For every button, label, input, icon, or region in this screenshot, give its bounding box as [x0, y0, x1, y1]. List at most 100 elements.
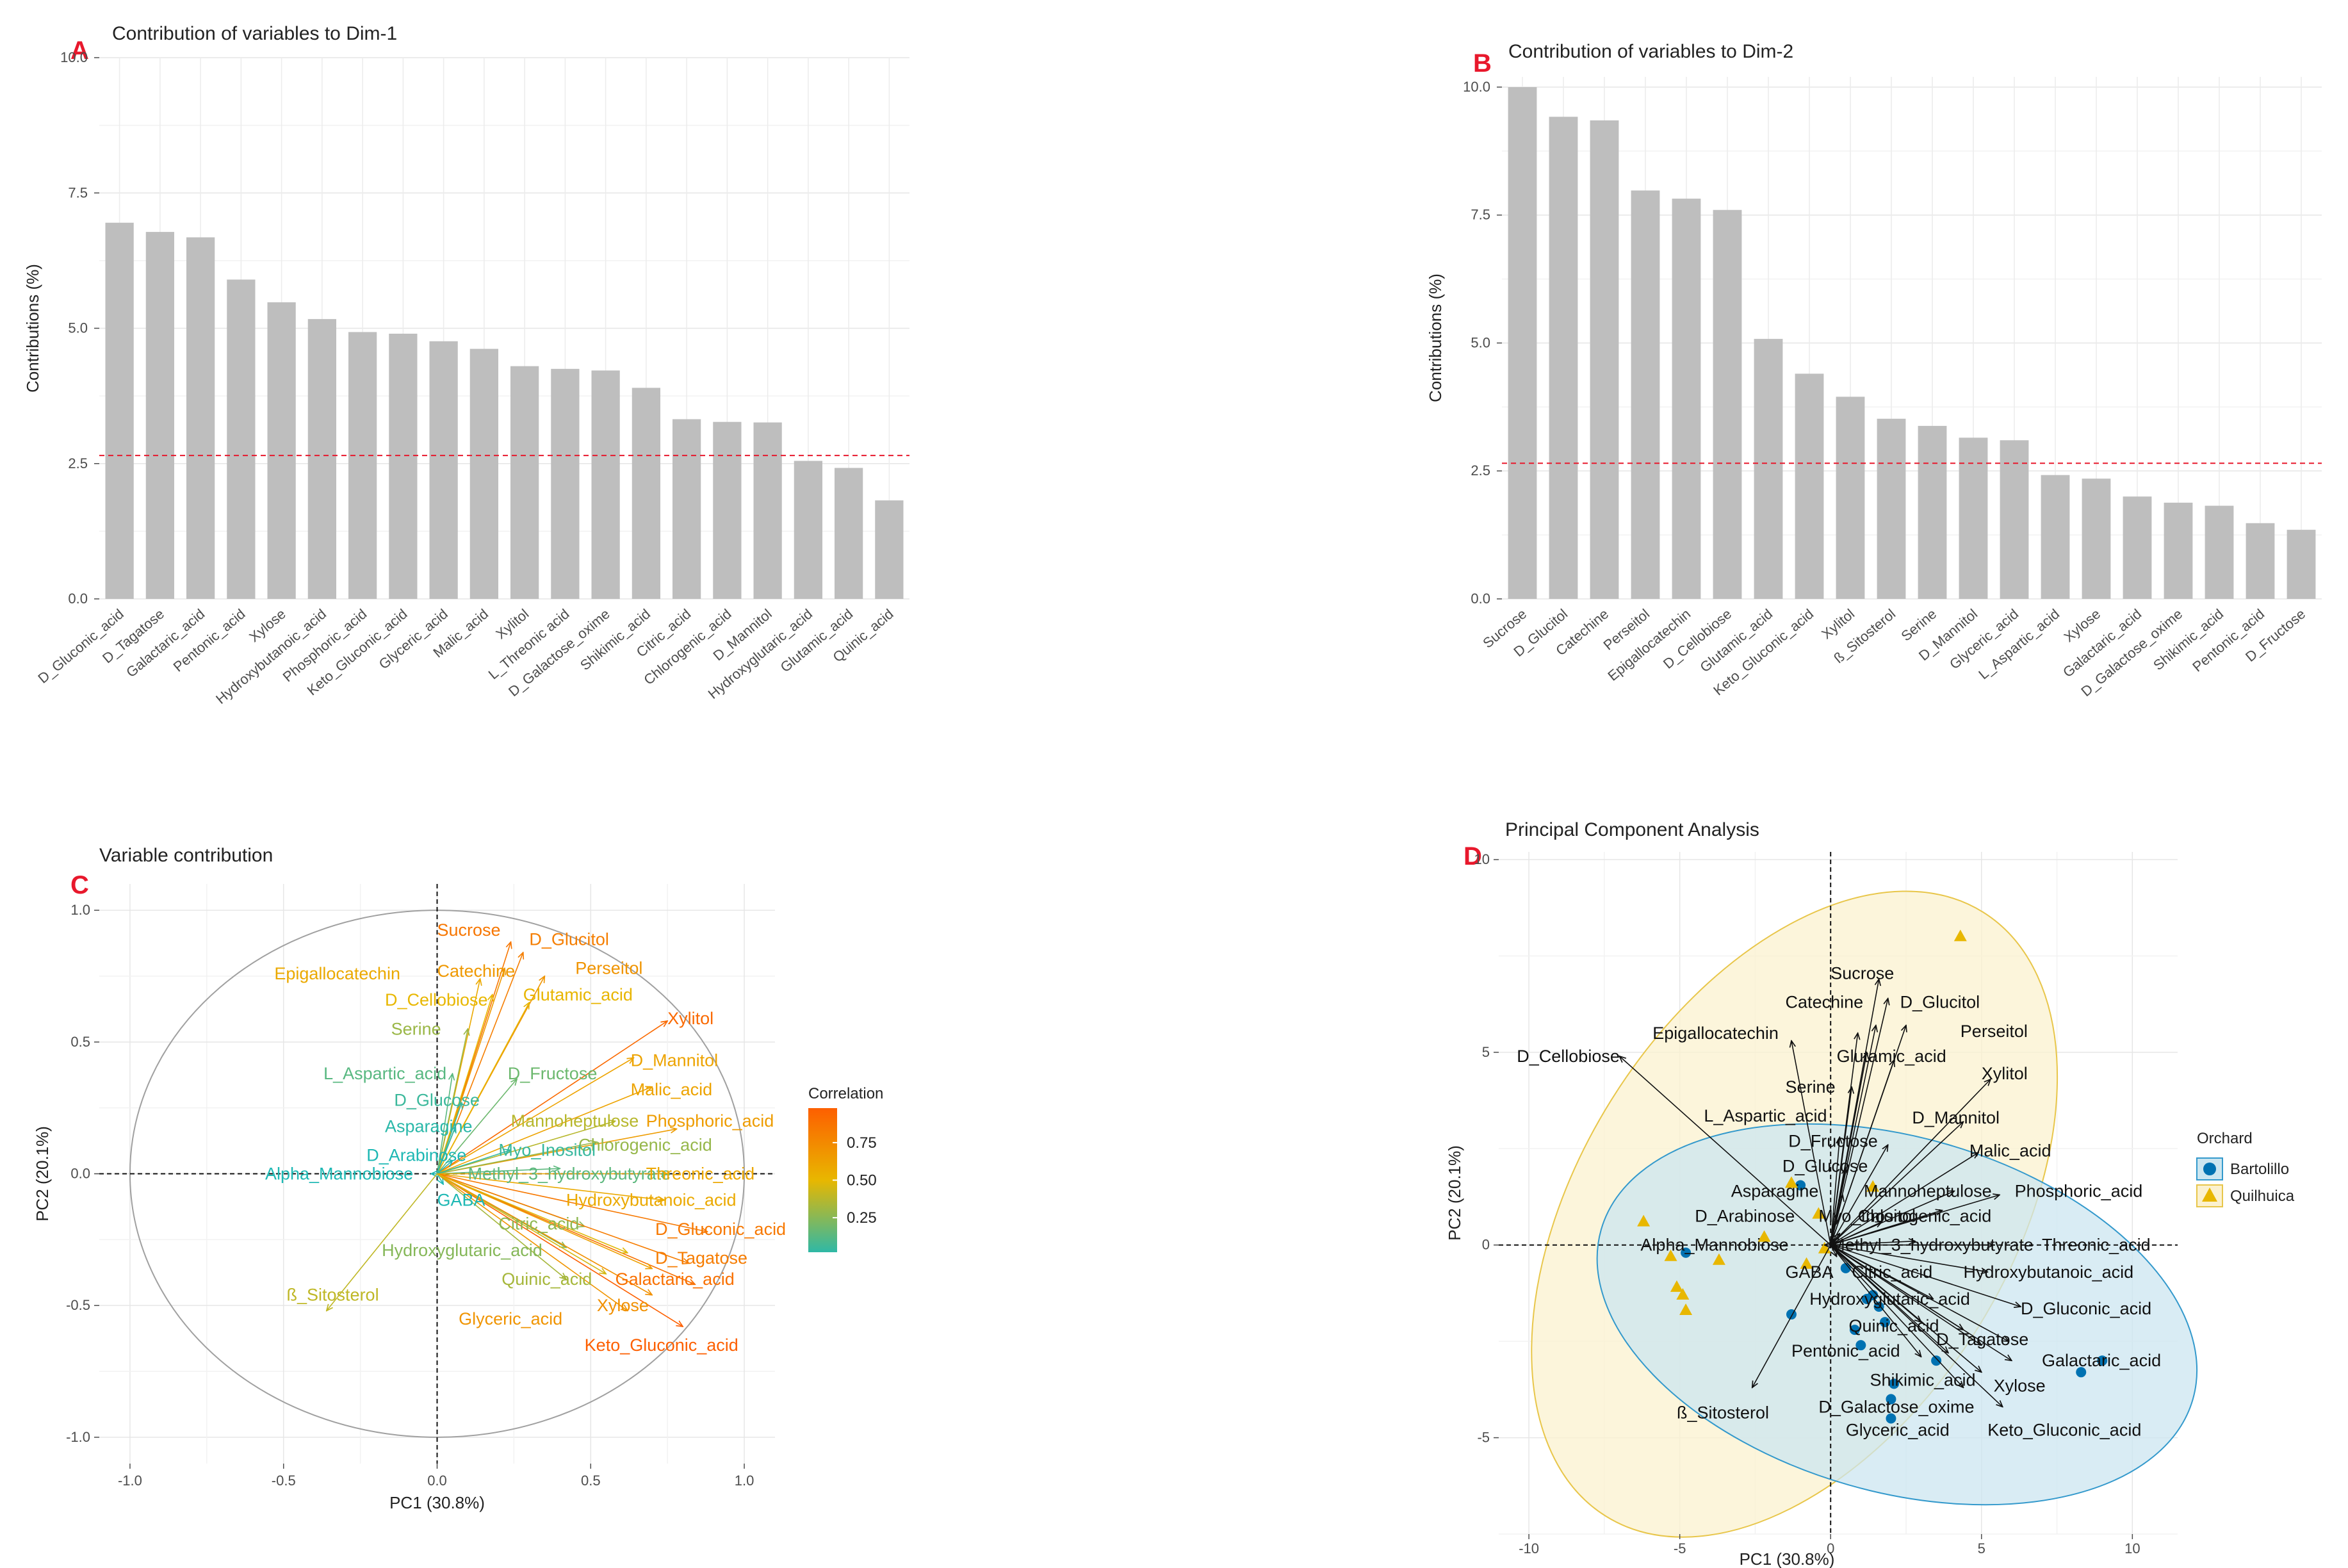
variable-arrow: [1619, 1056, 1831, 1246]
variable-label: D_Galactose_oxime: [1818, 1397, 1974, 1416]
variable-arrow: [1830, 1060, 1894, 1245]
variable-label: Citric_acid: [1852, 1262, 1932, 1282]
bar: [1631, 190, 1660, 600]
point-bartolillo: [1880, 1317, 1891, 1328]
x-axis-label: PC1 (30.8%): [389, 1493, 485, 1512]
variable-arrow: [1830, 1168, 1846, 1245]
y-tick-label: 10: [1474, 851, 1490, 867]
confidence-ellipse: [1596, 1123, 2198, 1506]
variable-label: D_Fructose: [1788, 1131, 1878, 1150]
variable-label: Glutamic_acid: [523, 985, 633, 1004]
grid: [1502, 77, 2322, 600]
point-bartolillo: [1855, 1340, 1866, 1351]
variable-label: Threonic_acid: [646, 1164, 755, 1184]
y-tick-label: 5.0: [68, 320, 88, 336]
point-bartolillo: [1840, 1262, 1851, 1273]
variable-label: Chlorogenic_acid: [578, 1135, 712, 1154]
variable-label: D_Glucitol: [1900, 993, 1980, 1012]
variable-label: D_Cellobiose: [385, 990, 488, 1009]
variable-label: Catechine: [1786, 993, 1864, 1012]
variable-label: Galactaric_acid: [2042, 1351, 2161, 1370]
y-tick-label: -0.5: [66, 1297, 90, 1313]
variable-arrow: [1830, 1245, 2009, 1341]
variable-arrow: [1830, 1195, 1843, 1245]
variable-label: D_Cellobiose: [1517, 1047, 1620, 1066]
bar: [1795, 373, 1824, 599]
bar: [591, 370, 620, 599]
biplot-panel: D Principal Component Analysis Sucrose Cate…: [1445, 819, 2295, 1568]
variable-arrow: [437, 1087, 653, 1175]
variable-arrow: [1830, 1245, 1948, 1353]
x-tick-label: Pentonic_acid: [2189, 606, 2267, 675]
variable-arrow: [1830, 1222, 1882, 1246]
grid: [99, 57, 909, 600]
bar: [632, 388, 661, 599]
y-axis-label: Contributions (%): [23, 264, 42, 393]
variable-arrow: [437, 1058, 634, 1175]
point-bartolillo: [1681, 1247, 1692, 1258]
y-axis-label: PC2 (20.1%): [1445, 1145, 1464, 1241]
x-tick-label: -1.0: [118, 1473, 142, 1489]
x-tick-label: 1.0: [735, 1473, 754, 1489]
variable-arrow: [437, 1173, 628, 1311]
legend-key-circle: [2203, 1163, 2216, 1175]
variable-label: Mannoheptulose: [511, 1111, 639, 1131]
point-quilhuica: [1676, 1287, 1690, 1300]
bar: [389, 333, 418, 599]
y-tick-label: 0.0: [68, 591, 88, 607]
bar: [510, 366, 539, 599]
variable-arrow: [1830, 1211, 1942, 1246]
bar: [469, 348, 499, 599]
variable-label: Xylitol: [667, 1009, 713, 1028]
variable-label: Citric_acid: [498, 1214, 579, 1234]
variable-label: Alpha_Mannobiose: [1640, 1236, 1788, 1255]
x-tick-label: 0: [1827, 1540, 1834, 1556]
variable-label: Sucrose: [437, 920, 501, 940]
y-tick-label: 2.5: [1471, 462, 1490, 478]
y-tick-label: 0.0: [70, 1166, 90, 1182]
point-bartolillo: [1795, 1180, 1806, 1191]
point-bartolillo: [1861, 1293, 1872, 1304]
y-tick-label: 10.0: [1463, 79, 1490, 95]
variable-label: Hydroxyglutaric_acid: [1809, 1289, 1970, 1309]
variable-label: Quinic_acid: [501, 1270, 592, 1289]
bar: [145, 232, 175, 600]
y-tick-label: 0.0: [1471, 591, 1490, 607]
variable-arrow: [1830, 1245, 1982, 1373]
bar: [1918, 425, 1947, 599]
bar: [1508, 86, 1537, 599]
point-quilhuica: [1712, 1253, 1725, 1265]
x-tick-label: -10: [1519, 1540, 1539, 1556]
x-tick-label: Shikimic_acid: [2150, 606, 2226, 674]
bar: [753, 422, 782, 599]
variable-label: Asparagine: [385, 1116, 473, 1136]
point-quilhuica: [1670, 1280, 1683, 1292]
point-bartolillo: [1931, 1355, 1942, 1366]
variable-arrow: [1830, 1087, 1852, 1245]
variable-arrow: [437, 1173, 689, 1264]
x-tick-label: -5: [1674, 1540, 1686, 1556]
variable-label: ß_Sitosterol: [1677, 1403, 1769, 1422]
variable-label: Perseitol: [1961, 1022, 2028, 1041]
bar: [1549, 117, 1578, 599]
panel-letter: D: [1463, 842, 1482, 870]
variable-label: D_Mannitol: [631, 1051, 719, 1070]
bar: [2205, 505, 2234, 599]
bar: [227, 279, 256, 599]
variable-arrow: [437, 1173, 665, 1200]
y-axis-label: PC2 (20.1%): [33, 1126, 52, 1221]
variable-label: GABA: [437, 1191, 485, 1210]
variable-arrow: [1830, 1245, 1963, 1388]
variable-arrow: [1830, 1122, 1963, 1246]
variable-arrow: [437, 1150, 511, 1175]
variable-label: Sucrose: [1830, 964, 1894, 983]
variable-label: D_Tagatose: [655, 1248, 747, 1268]
variable-label: Malic_acid: [1969, 1141, 2051, 1160]
x-axis-label: PC1 (30.8%): [1740, 1549, 1835, 1568]
bar: [2041, 475, 2070, 599]
variable-arrow: [437, 1121, 616, 1175]
y-tick-label: 10.0: [60, 49, 88, 65]
legend-tick-label: 0.50: [847, 1172, 877, 1189]
variable-label: Glutamic_acid: [1837, 1047, 1946, 1066]
bar: [267, 302, 296, 599]
